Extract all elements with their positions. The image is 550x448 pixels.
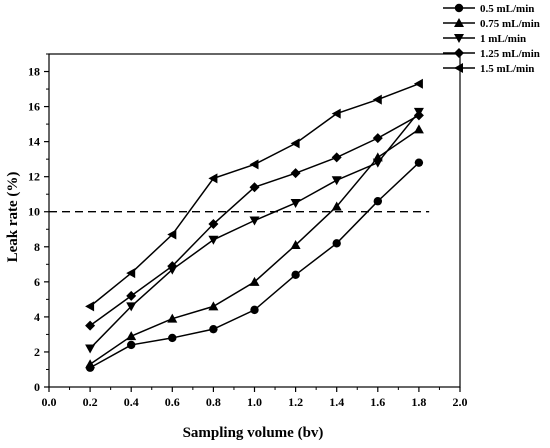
x-tick-label: 0.0 bbox=[42, 395, 57, 409]
data-point bbox=[85, 320, 96, 331]
data-point bbox=[413, 78, 423, 89]
x-tick-label: 0.6 bbox=[165, 395, 180, 409]
data-point bbox=[332, 239, 341, 248]
y-tick-label: 12 bbox=[28, 170, 40, 184]
y-tick-label: 0 bbox=[34, 380, 40, 394]
legend-marker bbox=[454, 63, 463, 73]
data-point bbox=[373, 197, 382, 206]
data-point bbox=[372, 158, 383, 168]
y-axis-title: Leak rate (%) bbox=[5, 172, 21, 263]
series-0 bbox=[85, 158, 424, 372]
x-tick-label: 1.8 bbox=[411, 395, 426, 409]
series-2 bbox=[85, 107, 424, 354]
data-point bbox=[331, 108, 341, 119]
data-point bbox=[250, 305, 259, 315]
data-point bbox=[208, 219, 219, 230]
x-tick-label: 1.2 bbox=[288, 395, 303, 409]
legend-label: 1 mL/min bbox=[480, 33, 526, 45]
x-tick-label: 1.0 bbox=[247, 395, 262, 409]
data-point bbox=[372, 94, 382, 105]
series-line bbox=[89, 83, 420, 307]
y-tick-label: 18 bbox=[28, 65, 40, 79]
y-tick-label: 2 bbox=[34, 345, 40, 359]
y-tick-label: 16 bbox=[28, 100, 40, 114]
legend-label: 0.5 mL/min bbox=[480, 3, 534, 15]
y-tick-label: 6 bbox=[34, 275, 40, 289]
legend-label: 1.5 mL/min bbox=[480, 63, 534, 75]
data-point bbox=[249, 216, 260, 226]
data-point bbox=[126, 268, 136, 279]
data-point bbox=[291, 270, 300, 280]
data-point bbox=[127, 340, 136, 350]
series-layer bbox=[85, 78, 424, 372]
axes-layer: 0.0 0.2 0.4 0.6 0.8 1.0 1.2 1.4 1.6 1.8 2.0 0 2 4 6 8 10… bbox=[28, 53, 468, 409]
legend-marker bbox=[454, 34, 464, 43]
series-1 bbox=[85, 124, 424, 369]
data-point bbox=[167, 313, 178, 323]
data-point bbox=[167, 261, 178, 272]
legend-marker bbox=[454, 18, 464, 27]
x-tick-label: 0.8 bbox=[206, 395, 221, 409]
x-tick-label: 0.2 bbox=[83, 395, 98, 409]
data-point bbox=[208, 173, 218, 184]
data-point bbox=[331, 201, 342, 211]
data-point bbox=[290, 240, 301, 250]
data-point bbox=[126, 290, 137, 301]
data-point bbox=[208, 301, 219, 311]
legend-marker bbox=[454, 48, 464, 58]
data-point bbox=[168, 333, 177, 343]
data-point bbox=[331, 176, 342, 186]
legend-label: 1.25 mL/min bbox=[480, 48, 540, 60]
data-point bbox=[209, 324, 218, 334]
data-point bbox=[249, 159, 259, 170]
legend-label: 0.75 mL/min bbox=[480, 18, 540, 30]
data-point bbox=[167, 229, 177, 240]
y-tick-label: 10 bbox=[28, 205, 40, 219]
y-tick-label: 14 bbox=[28, 135, 40, 149]
data-point bbox=[372, 133, 383, 144]
x-tick-label: 0.4 bbox=[124, 395, 139, 409]
data-point bbox=[126, 302, 137, 312]
data-point bbox=[249, 276, 260, 286]
x-axis-title: Sampling volume (bv) bbox=[183, 425, 324, 441]
data-point bbox=[413, 124, 424, 134]
x-tick-label: 1.4 bbox=[329, 395, 344, 409]
data-point bbox=[414, 158, 424, 167]
legend: 0.5 mL/min 0.75 mL/min 1 mL/min 1.25 mL/min… bbox=[443, 3, 540, 75]
series-4 bbox=[85, 78, 423, 312]
data-point bbox=[413, 110, 424, 121]
data-point bbox=[85, 359, 96, 369]
y-tick-label: 8 bbox=[34, 240, 40, 254]
legend-marker bbox=[454, 3, 464, 13]
data-point bbox=[126, 331, 137, 341]
data-point bbox=[290, 138, 300, 149]
x-tick-label: 2.0 bbox=[453, 395, 468, 409]
data-point bbox=[290, 168, 301, 179]
series-3 bbox=[85, 110, 424, 331]
data-point bbox=[249, 182, 260, 193]
data-point bbox=[208, 235, 219, 245]
x-tick-label: 1.6 bbox=[370, 395, 385, 409]
y-tick-label: 4 bbox=[34, 310, 40, 324]
data-point bbox=[331, 152, 342, 163]
data-point bbox=[290, 198, 301, 208]
data-point bbox=[85, 344, 96, 354]
data-point bbox=[85, 301, 95, 312]
